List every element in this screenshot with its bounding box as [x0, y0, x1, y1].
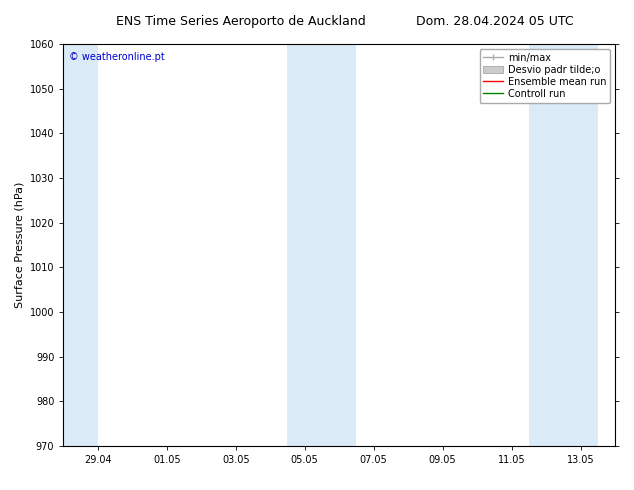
Text: Dom. 28.04.2024 05 UTC: Dom. 28.04.2024 05 UTC	[416, 15, 573, 28]
Y-axis label: Surface Pressure (hPa): Surface Pressure (hPa)	[14, 182, 24, 308]
Text: © weatheronline.pt: © weatheronline.pt	[69, 52, 165, 62]
Legend: min/max, Desvio padr tilde;o, Ensemble mean run, Controll run: min/max, Desvio padr tilde;o, Ensemble m…	[479, 49, 610, 102]
Bar	[63, 44, 98, 446]
Text: ENS Time Series Aeroporto de Auckland: ENS Time Series Aeroporto de Auckland	[116, 15, 366, 28]
Bar	[322, 44, 356, 446]
Bar	[563, 44, 598, 446]
Bar	[287, 44, 322, 446]
Bar	[529, 44, 563, 446]
